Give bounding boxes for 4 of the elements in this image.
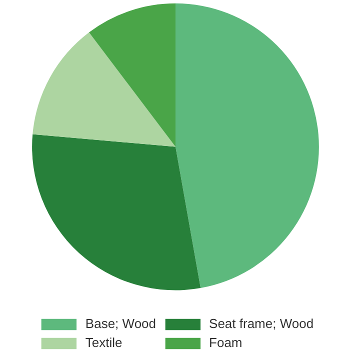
legend-label: Seat frame; Wood: [209, 316, 314, 331]
legend-label: Foam: [209, 335, 242, 350]
legend-label: Textile: [85, 335, 122, 350]
legend-label: Base; Wood: [85, 316, 156, 331]
